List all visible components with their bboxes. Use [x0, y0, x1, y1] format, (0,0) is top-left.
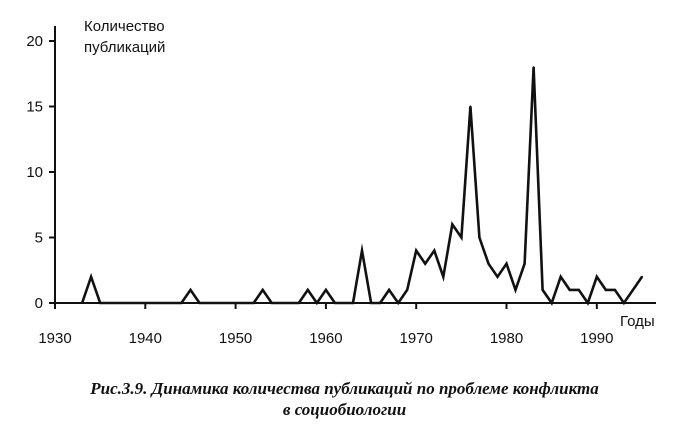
data-point	[478, 236, 481, 239]
data-point	[261, 288, 264, 291]
data-point	[397, 302, 400, 304]
data-point	[505, 262, 508, 265]
data-point	[306, 288, 309, 291]
x-tick-label: 1980	[490, 330, 523, 347]
data-point	[514, 288, 517, 291]
data-point	[595, 275, 598, 278]
data-point	[487, 262, 490, 265]
data-point	[324, 288, 327, 291]
data-point	[252, 302, 255, 304]
data-point	[180, 302, 183, 304]
data-point	[388, 288, 391, 291]
data-point	[189, 288, 192, 291]
x-tick-label: 1930	[38, 330, 71, 347]
data-point	[523, 262, 526, 265]
data-point	[90, 275, 93, 278]
x-tick-label: 1950	[219, 330, 252, 347]
y-tick-label: 15	[26, 99, 43, 116]
y-axis-title-line-2: публикаций	[84, 39, 165, 56]
data-point	[641, 275, 643, 278]
data-point	[613, 288, 616, 291]
data-point	[496, 275, 499, 278]
chart-axes	[54, 26, 656, 304]
data-point	[541, 288, 544, 291]
data-point	[586, 302, 589, 304]
data-point	[550, 302, 553, 304]
data-point	[297, 302, 300, 304]
chart-ticks: 0 5 10 15 20 1930 1940 1950 1960 1970 1980 1990	[26, 33, 613, 347]
data-point	[379, 302, 382, 304]
data-point	[81, 302, 84, 304]
data-point	[270, 302, 273, 304]
x-axis-title: Годы	[620, 313, 655, 330]
data-point	[352, 302, 354, 304]
data-point	[532, 66, 535, 69]
line-chart: 0 5 10 15 20 1930 1940 1950 1960 1970 1980 1990 Кол…	[26, 18, 656, 347]
data-point	[370, 302, 373, 304]
data-point	[406, 288, 409, 291]
y-tick-label: 5	[35, 230, 43, 247]
x-tick-label: 1940	[129, 330, 162, 347]
x-tick-label: 1970	[400, 330, 433, 347]
data-point	[99, 302, 102, 304]
data-point	[469, 105, 472, 108]
data-point	[568, 288, 571, 291]
series-line	[80, 67, 644, 306]
figure-caption-line-2: в социобиологии	[282, 400, 407, 419]
data-point	[451, 223, 454, 226]
data-point	[604, 288, 607, 291]
data-point	[198, 302, 201, 304]
x-tick-label: 1990	[580, 330, 613, 347]
data-point	[577, 288, 580, 291]
figure-caption-line-1: Рис.3.9. Динамика количества публикаций …	[90, 379, 599, 398]
data-point	[559, 275, 562, 278]
data-point	[415, 249, 418, 252]
data-point	[460, 236, 463, 239]
y-tick-label: 10	[26, 164, 43, 181]
data-point	[361, 249, 363, 252]
x-tick-label: 1960	[309, 330, 342, 347]
y-axis-title-line-1: Количество	[84, 18, 165, 35]
chart-series	[80, 66, 644, 306]
data-point	[315, 302, 318, 304]
data-point	[433, 249, 436, 252]
data-point	[622, 302, 625, 304]
y-tick-label: 0	[35, 295, 43, 312]
y-tick-label: 20	[26, 33, 43, 50]
data-point	[424, 262, 427, 265]
data-point	[333, 302, 336, 304]
data-point	[442, 275, 445, 278]
